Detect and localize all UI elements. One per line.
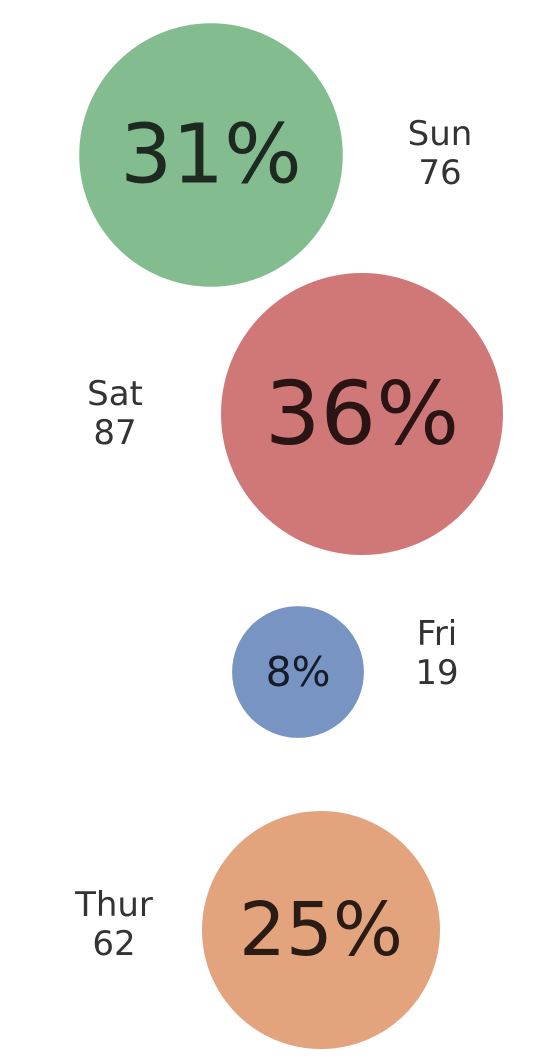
category-name-sun: Sun bbox=[408, 114, 473, 154]
bubble-label-fri: Fri 19 bbox=[415, 614, 458, 693]
bubble-percent-fri: 8% bbox=[266, 648, 331, 696]
category-name-sat: Sat bbox=[87, 374, 143, 414]
bubble-thur bbox=[202, 811, 440, 1049]
bubble-percent-sun: 31% bbox=[120, 108, 302, 203]
bubble-percent-sat: 36% bbox=[265, 363, 459, 465]
category-count-sat: 87 bbox=[93, 413, 136, 453]
bubble-group-sun: 31% Sun 76 bbox=[79, 23, 472, 287]
bubble-sat bbox=[221, 273, 503, 555]
category-name-fri: Fri bbox=[417, 614, 458, 654]
bubble-percent-thur: 25% bbox=[239, 887, 403, 973]
bubble-label-sat: Sat 87 bbox=[87, 374, 143, 453]
bubble-group-fri: 8% Fri 19 bbox=[232, 606, 459, 738]
bubble-group-sat: 36% Sat 87 bbox=[87, 273, 503, 555]
bubble-group-thur: 25% Thur 62 bbox=[74, 811, 440, 1049]
category-name-thur: Thur bbox=[74, 885, 153, 925]
bubbles-layer: 31% Sun 76 36% Sat 87 8% Fri 19 25% Thur 62 bbox=[74, 23, 503, 1049]
bubble-label-sun: Sun 76 bbox=[408, 114, 473, 193]
category-count-fri: 19 bbox=[415, 653, 458, 693]
category-count-thur: 62 bbox=[92, 924, 135, 964]
bubble-sun bbox=[79, 23, 343, 287]
category-count-sun: 76 bbox=[418, 153, 461, 193]
bubble-fri bbox=[232, 606, 364, 738]
bubble-label-thur: Thur 62 bbox=[74, 885, 153, 964]
